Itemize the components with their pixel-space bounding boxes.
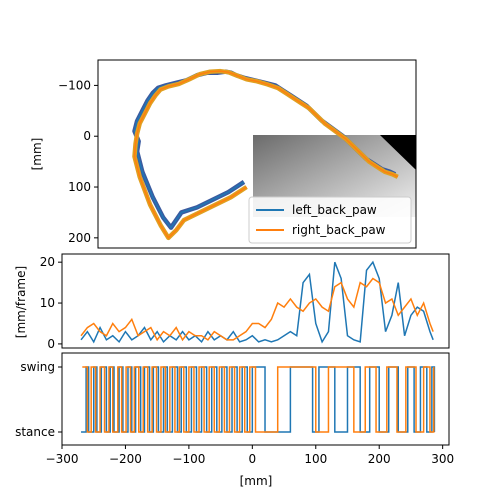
trajectory-axes-frame (97, 59, 417, 249)
speed-series (80, 260, 434, 344)
speed-axes-frame (61, 253, 450, 349)
y-tick-label: 200 (68, 231, 91, 245)
speed-panel: 0 10 20 [mm/frame] (14, 253, 450, 351)
y-tick-label: stance (15, 425, 55, 439)
phase-xlabel: [mm] (240, 474, 273, 488)
speed-y-ticks: 0 10 20 (40, 255, 62, 351)
y-tick-label: swing (20, 360, 55, 374)
trajectory-line-right_back_paw (133, 70, 399, 239)
speed-ylabel: [mm/frame] (14, 266, 28, 338)
phase-series (81, 366, 436, 433)
legend: left_back_paw right_back_paw (248, 196, 412, 244)
legend-label-left: left_back_paw (292, 203, 377, 217)
trajectory-ylabel: [mm] (30, 138, 44, 171)
legend-label-right: right_back_paw (292, 223, 386, 237)
phase-x-ticks: −300 −200 −100 0 100 200 300 (46, 445, 454, 466)
phase-y-ticks: stance swing (15, 360, 62, 439)
y-tick-label: 0 (47, 337, 55, 351)
x-tick-label: 300 (431, 452, 454, 466)
x-tick-label: −100 (172, 452, 205, 466)
y-tick-label: 20 (40, 255, 55, 269)
y-tick-label: 100 (68, 180, 91, 194)
phase-line-right_back_paw (82, 366, 435, 433)
trajectory-y-ticks: −100 0 100 200 (58, 78, 98, 245)
x-tick-label: −200 (109, 452, 142, 466)
x-tick-label: 100 (304, 452, 327, 466)
phase-panel: stance swing −300 −200 −100 0 100 200 300 [mm] (15, 352, 454, 488)
phase-axes-frame (61, 352, 450, 446)
trajectory-series (132, 68, 399, 241)
trajectory-panel: −100 0 100 200 [mm] left_back_paw right_bac… (30, 59, 417, 249)
x-tick-label: 0 (249, 452, 257, 466)
video-frame-dark-corner (380, 135, 416, 170)
speed-line-left_back_paw (80, 260, 434, 344)
speed-line-right_back_paw (80, 277, 434, 342)
x-tick-label: 200 (368, 452, 391, 466)
y-tick-label: −100 (58, 78, 91, 92)
x-tick-label: −300 (46, 452, 79, 466)
y-tick-label: 10 (40, 296, 55, 310)
legend-box (248, 196, 412, 244)
y-tick-label: 0 (83, 129, 91, 143)
